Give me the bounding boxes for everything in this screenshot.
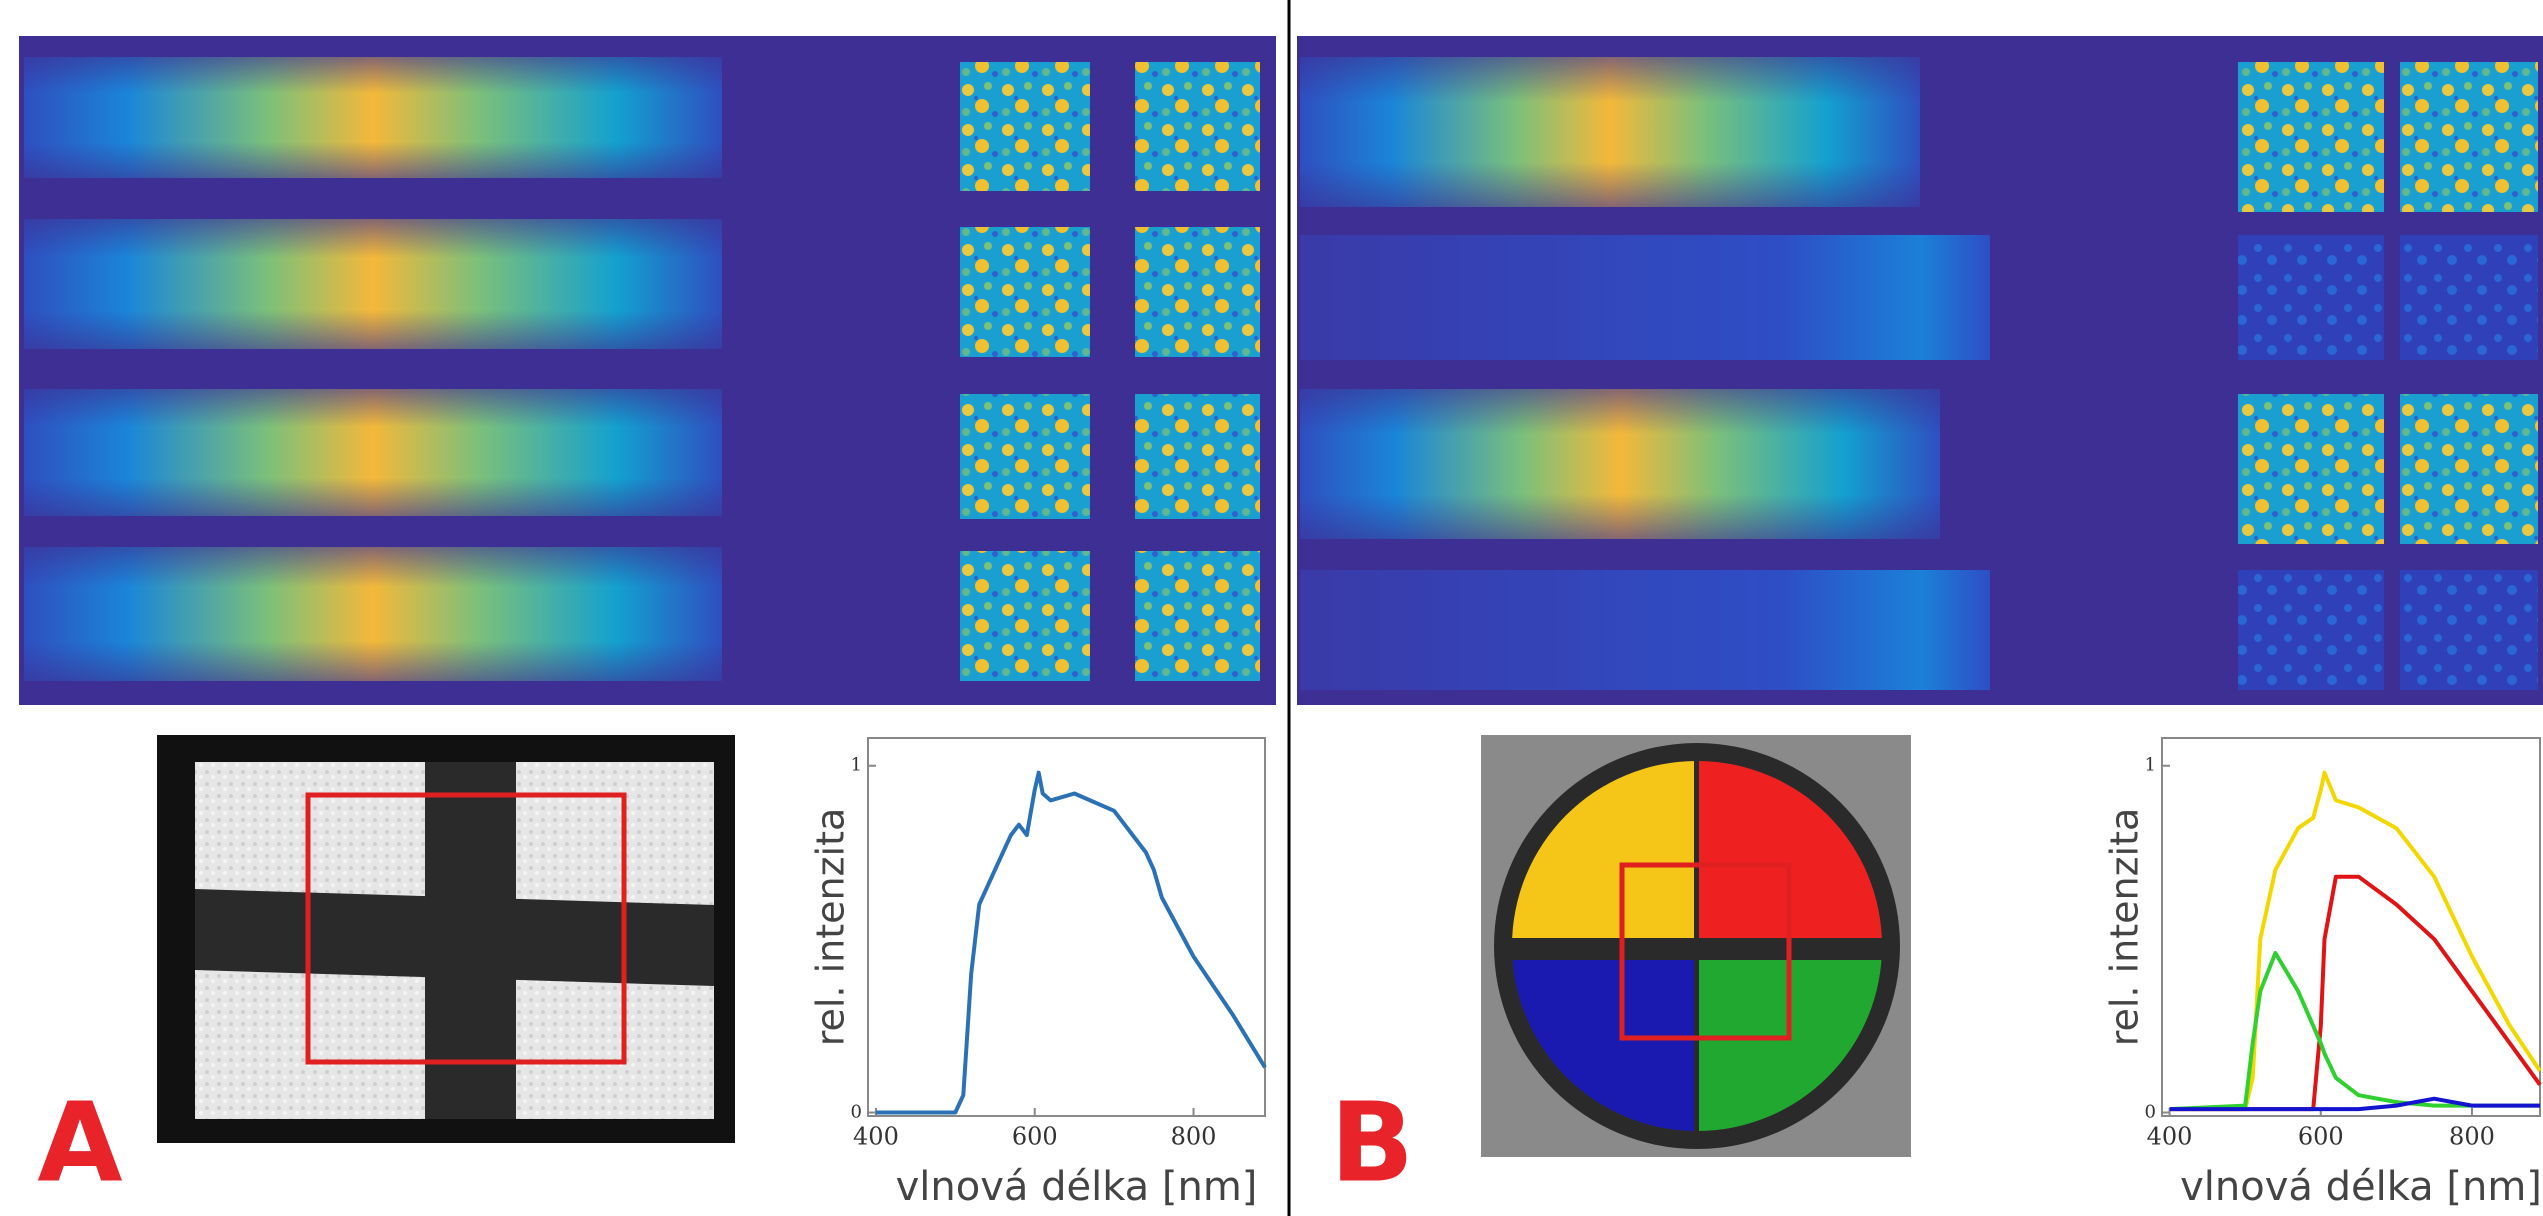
y-axis-label: rel. intenzita <box>809 808 853 1047</box>
x-tick-label: 400 <box>2147 1123 2193 1151</box>
figure: 400 600 800 0 1 rel. intenzita vlnová délka [n… <box>0 0 2543 1216</box>
x-tick-label: 400 <box>853 1123 899 1151</box>
spectrogram-b <box>1297 36 2543 705</box>
plot-frame <box>2162 738 2540 1116</box>
x-tick-label: 800 <box>1171 1123 1217 1151</box>
x-axis-label: vlnová délka [nm] <box>2180 1164 2542 1210</box>
panel-label: A <box>37 1078 122 1206</box>
spectrogram-a <box>19 36 1276 705</box>
y-tick-label: 1 <box>851 755 862 776</box>
x-tick-label: 600 <box>2298 1123 2344 1151</box>
photo-b <box>1481 735 1911 1157</box>
x-tick-label: 600 <box>1012 1123 1058 1151</box>
panel-label: B <box>1330 1078 1414 1206</box>
x-tick-label: 800 <box>2449 1123 2495 1151</box>
photo-a <box>157 735 735 1143</box>
y-axis-label: rel. intenzita <box>2103 808 2147 1047</box>
x-axis-label: vlnová délka [nm] <box>896 1164 1258 1210</box>
y-tick-label: 1 <box>2145 755 2156 776</box>
y-tick-label: 0 <box>851 1102 862 1123</box>
y-tick-label: 0 <box>2145 1102 2156 1123</box>
